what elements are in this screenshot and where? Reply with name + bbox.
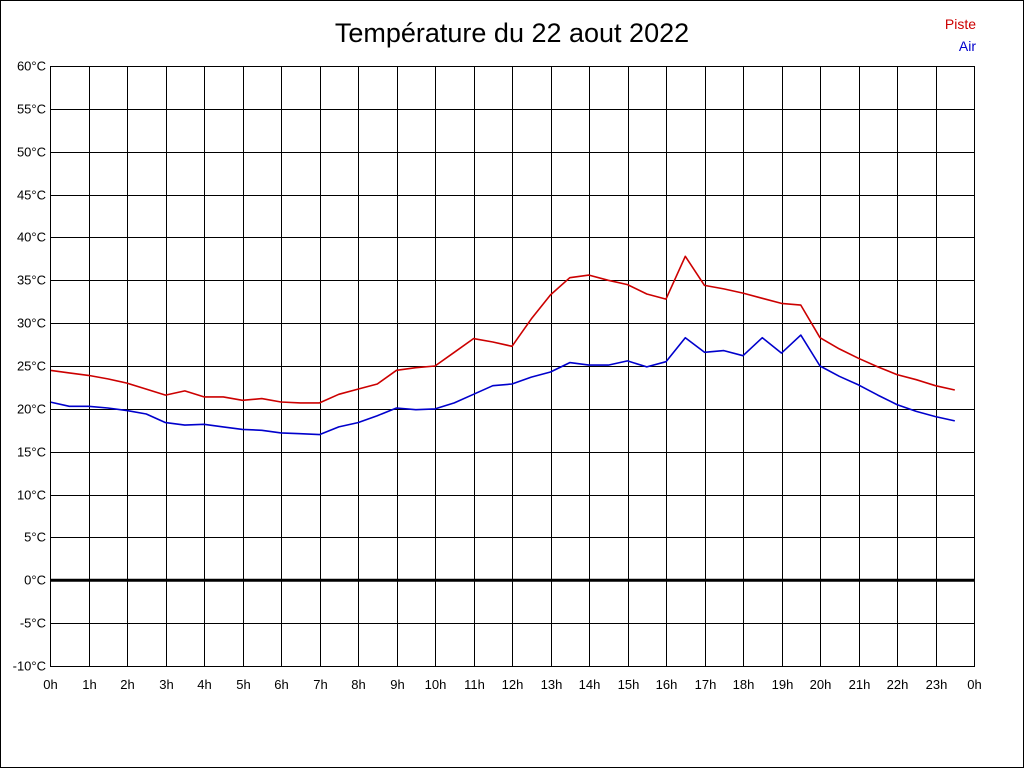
x-tick-label: 12h [502, 677, 524, 692]
x-tick-label: 7h [313, 677, 327, 692]
legend: Piste Air [945, 13, 976, 57]
x-tick-label: 19h [772, 677, 794, 692]
y-tick-label: 35°C [17, 273, 46, 288]
plot-area-border [50, 66, 975, 667]
x-tick-label: 16h [656, 677, 678, 692]
y-tick-label: 5°C [24, 530, 46, 545]
x-tick-label: 17h [695, 677, 717, 692]
y-tick-label: -5°C [20, 616, 46, 631]
y-tick-label: 40°C [17, 230, 46, 245]
y-tick-label: 55°C [17, 102, 46, 117]
x-tick-label: 8h [351, 677, 365, 692]
y-tick-label: 45°C [17, 188, 46, 203]
x-tick-label: 22h [887, 677, 909, 692]
y-tick-label: 15°C [17, 445, 46, 460]
x-tick-label: 0h [43, 677, 57, 692]
y-tick-label: 25°C [17, 359, 46, 374]
y-tick-label: 20°C [17, 402, 46, 417]
x-tick-label: 15h [618, 677, 640, 692]
y-axis-ticks: -10°C -5°C 0°C 5°C 10°C 15°C 20°C 25°C 30°C 35°C 4… [13, 59, 46, 674]
x-tick-label: 5h [236, 677, 250, 692]
x-tick-label: 20h [810, 677, 832, 692]
x-tick-label: 14h [579, 677, 601, 692]
legend-entry-air: Air [958, 38, 976, 54]
y-tick-label: 10°C [17, 488, 46, 503]
x-tick-label: 13h [541, 677, 563, 692]
x-tick-label: 9h [390, 677, 404, 692]
x-tick-label: 11h [464, 677, 485, 692]
chart-title: Température du 22 aout 2022 [334, 18, 690, 48]
x-tick-label: 2h [120, 677, 134, 692]
x-tick-label: 1h [82, 677, 96, 692]
series-layer [49, 255, 955, 436]
x-axis-ticks: 0h 1h 2h 3h 4h 5h 6h 7h 8h 9h 10h 11h 12h 13h 14h 15h 16… [43, 677, 981, 692]
x-tick-label: 23h [926, 677, 948, 692]
x-tick-label: 6h [274, 677, 288, 692]
series-line-air [49, 334, 955, 436]
y-tick-label: 30°C [17, 316, 46, 331]
x-tick-label: 10h [425, 677, 447, 692]
y-tick-label: -10°C [13, 659, 46, 674]
y-tick-label: 0°C [24, 573, 46, 588]
x-tick-label: 0h [967, 677, 981, 692]
y-tick-label: 50°C [17, 145, 46, 160]
x-tick-label: 4h [197, 677, 211, 692]
legend-entry-piste: Piste [944, 16, 976, 32]
x-tick-label: 18h [733, 677, 755, 692]
x-tick-label: 3h [159, 677, 173, 692]
grid [50, 66, 975, 667]
x-tick-label: 21h [849, 677, 871, 692]
y-tick-label: 60°C [17, 59, 46, 74]
series-line-piste [49, 255, 955, 404]
